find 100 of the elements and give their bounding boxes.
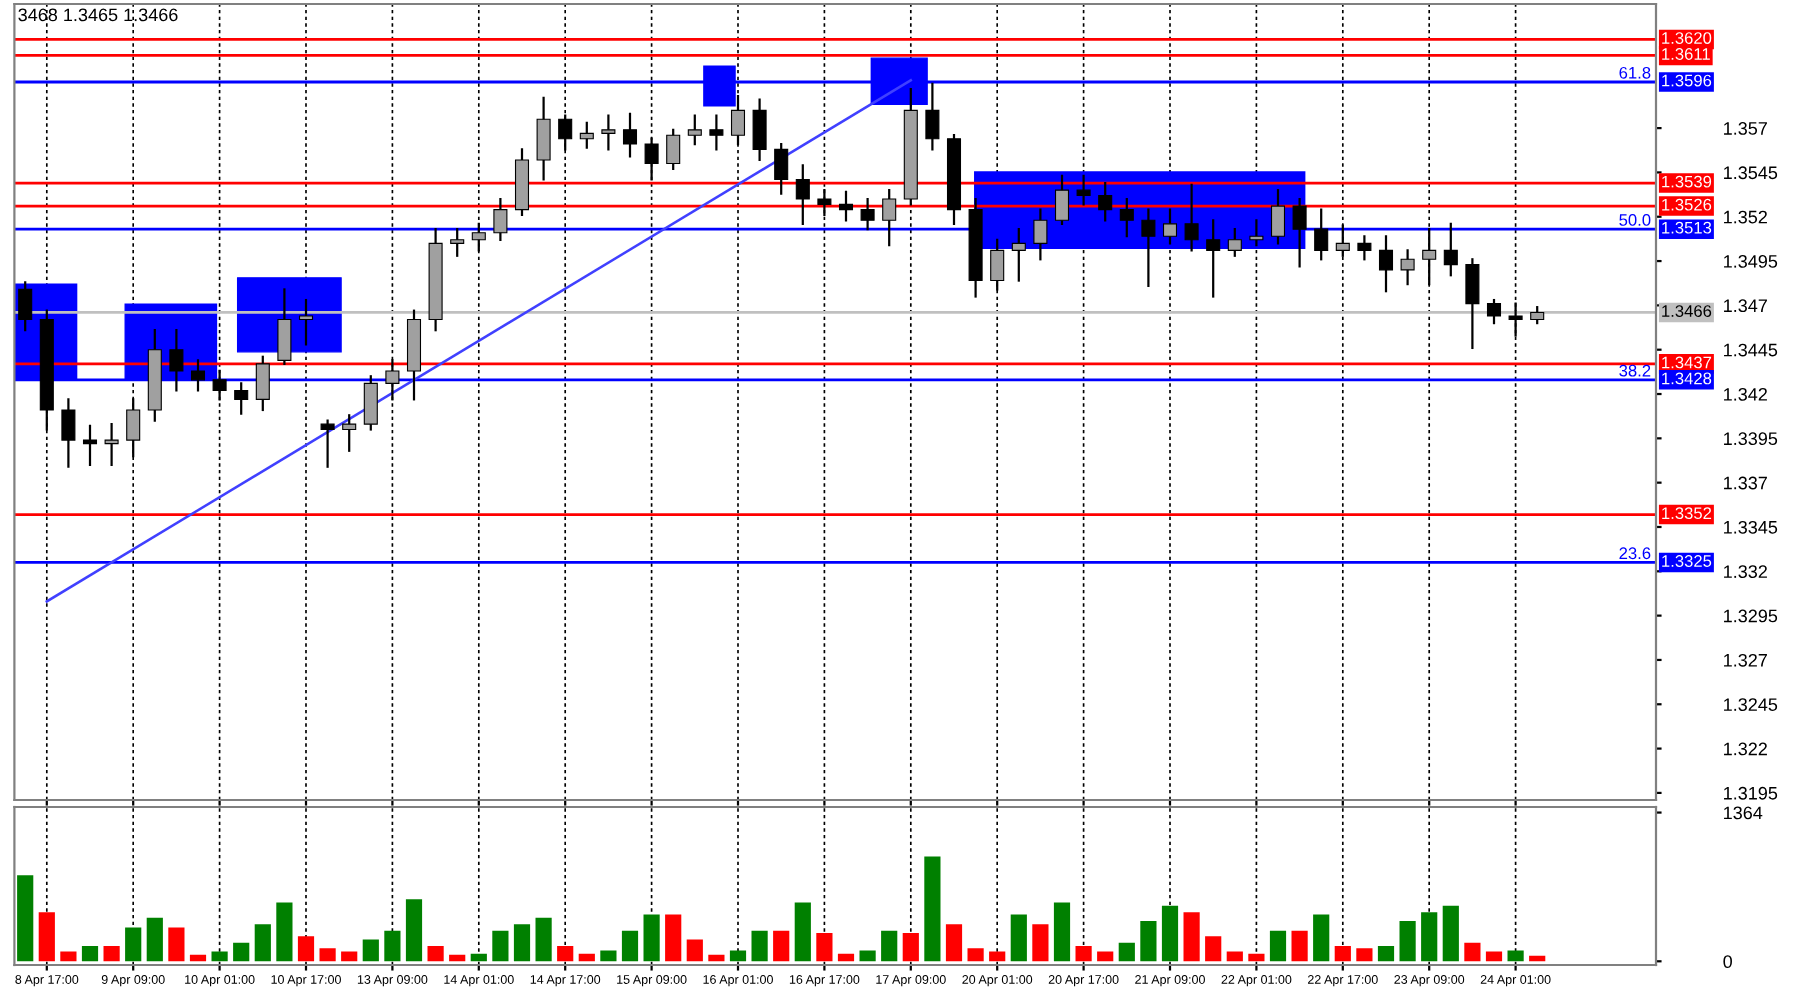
candlestick <box>1378 235 1394 293</box>
bar <box>751 930 768 962</box>
annotation: 23.6 <box>1619 547 1651 560</box>
y-tick-label: 0 <box>1723 955 1732 969</box>
bar <box>1161 905 1179 962</box>
candlestick <box>190 359 206 392</box>
bar <box>1356 948 1373 962</box>
bar <box>341 951 358 962</box>
candlestick <box>1098 181 1113 222</box>
y-tick-label: 1.3395 <box>1724 432 1778 446</box>
bar <box>945 924 963 962</box>
y-tick-label: 1.357 <box>1724 122 1767 135</box>
candlestick <box>601 114 616 151</box>
bar <box>384 930 401 962</box>
candlestick <box>1270 189 1286 245</box>
bar <box>276 902 293 962</box>
candlestick <box>61 398 76 468</box>
y-tick-label: 1.342 <box>1724 387 1767 401</box>
candlestick <box>838 190 854 222</box>
bar <box>168 927 185 962</box>
annotation: 38.2 <box>1619 364 1651 377</box>
y-tick-label: 1.3445 <box>1724 343 1778 357</box>
bar <box>1183 912 1200 962</box>
bar <box>427 946 444 962</box>
bar <box>189 954 207 962</box>
y-tick-label: 1.347 <box>1724 299 1767 313</box>
bar <box>837 953 855 962</box>
ref-line-label: 1.3513 <box>1662 221 1712 234</box>
bar <box>859 950 876 962</box>
candlestick <box>622 112 638 158</box>
candlestick <box>1011 228 1026 282</box>
ref-line-label: 1.3352 <box>1662 507 1712 520</box>
bar <box>38 912 55 962</box>
y-tick-label: 1364 <box>1724 806 1763 820</box>
candlestick <box>1292 197 1307 268</box>
bar <box>1377 946 1395 962</box>
bar <box>1421 912 1438 962</box>
bar <box>729 950 747 962</box>
bar <box>881 930 898 962</box>
bar <box>578 953 595 962</box>
y-tick-label: 1.352 <box>1724 210 1767 224</box>
bar <box>967 948 984 962</box>
chart-title: 3468 1.3465 1.3466 <box>18 8 178 22</box>
bar <box>1313 914 1330 962</box>
candlestick <box>104 423 119 467</box>
bar <box>1032 924 1049 962</box>
candlestick <box>450 228 465 257</box>
bar <box>60 951 77 962</box>
y-tick-label: 1.337 <box>1724 476 1767 490</box>
candlestick <box>1314 208 1329 261</box>
bar <box>1399 920 1416 962</box>
y-tick-label: 1.322 <box>1724 742 1767 756</box>
candlestick <box>1033 208 1048 261</box>
bar <box>1464 942 1481 962</box>
bar <box>794 902 811 962</box>
candlestick <box>579 121 594 149</box>
candlestick <box>1465 258 1480 350</box>
annotation: 61.8 <box>1619 66 1651 79</box>
candlestick <box>925 82 940 151</box>
ref-line-label: 1.3466 <box>1662 305 1712 317</box>
candlestick <box>1119 197 1134 238</box>
candlestick <box>493 197 508 241</box>
bar <box>902 932 919 962</box>
bar <box>1529 955 1546 962</box>
bar <box>1442 905 1459 962</box>
bar <box>1291 930 1308 962</box>
bar <box>643 914 660 962</box>
bar <box>665 914 682 962</box>
bar <box>513 924 531 962</box>
bar <box>211 951 228 962</box>
candlestick <box>1206 219 1221 298</box>
candlestick <box>1249 219 1264 247</box>
bar <box>1334 946 1351 962</box>
bar <box>924 856 941 962</box>
candlestick <box>687 114 702 146</box>
ref-line-label: 1.3428 <box>1662 372 1712 385</box>
ref-line-label: 1.3596 <box>1662 74 1712 87</box>
bar <box>1118 942 1135 962</box>
annotation: 50.0 <box>1619 214 1651 226</box>
candlestick <box>1076 174 1091 206</box>
bar <box>81 946 99 962</box>
bar <box>535 917 552 962</box>
candlestick <box>1162 208 1178 245</box>
y-tick-label: 1.3245 <box>1724 698 1778 711</box>
y-tick-label: 1.3345 <box>1724 520 1778 534</box>
candlestick <box>320 419 335 468</box>
bar <box>297 936 315 962</box>
candlestick <box>255 355 270 412</box>
candlestick <box>666 128 681 170</box>
bar <box>686 939 703 962</box>
bar <box>1010 914 1027 962</box>
bar <box>233 942 250 962</box>
candlestick <box>709 114 724 151</box>
bar <box>557 946 574 962</box>
ref-line-label: 1.3437 <box>1662 356 1712 369</box>
bar <box>1226 951 1243 962</box>
candlestick <box>536 96 551 181</box>
candlestick <box>18 281 33 332</box>
candlestick <box>342 414 357 452</box>
bar <box>146 917 163 962</box>
